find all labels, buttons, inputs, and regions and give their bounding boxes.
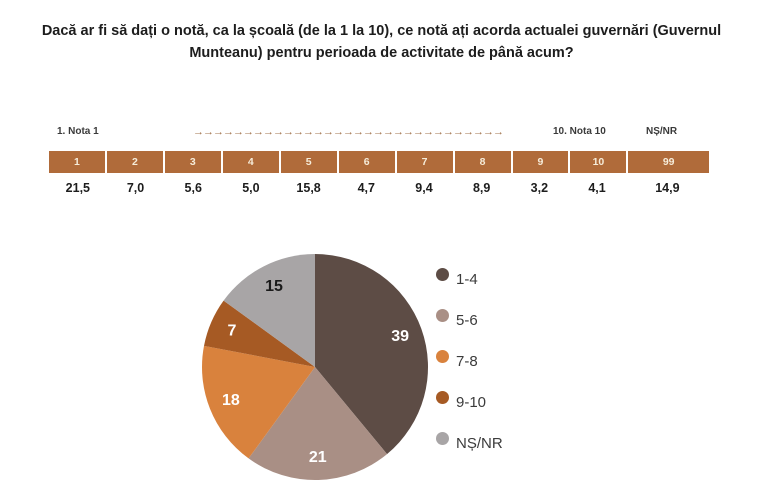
pie-slice-5-6 bbox=[248, 367, 388, 481]
scale-left-label: 1. Nota 1 bbox=[57, 126, 99, 137]
scale-arrows-icon: →→→→→→→→→→→→→→→→→→→→→→→→→→→→→→→ bbox=[193, 126, 504, 138]
pie-value-label-NȘ/NR: 15 bbox=[265, 278, 283, 295]
legend-dot-icon bbox=[436, 350, 449, 363]
legend-label: 9-10 bbox=[456, 394, 487, 411]
score-value-cell-7: 9,4 bbox=[415, 181, 433, 195]
score-value-cell-2: 7,0 bbox=[126, 181, 145, 195]
score-header-cell-99: 99 bbox=[628, 151, 709, 173]
score-value-cell-1: 21,5 bbox=[65, 181, 91, 195]
score-header-cell-4: 4 bbox=[222, 151, 281, 173]
scale-nsnr-label: NȘ/NR bbox=[646, 126, 678, 137]
score-header-cell-9: 9 bbox=[512, 151, 571, 173]
score-header-cell-3: 3 bbox=[164, 151, 223, 173]
scale-right-label: 10. Nota 10 bbox=[553, 126, 606, 137]
pie-value-label-7-8: 18 bbox=[222, 392, 240, 409]
legend-item-NȘ/NR: NȘ/NR bbox=[436, 432, 503, 451]
legend-dot-icon bbox=[436, 391, 449, 404]
pie-legend: 1-4 5-6 7-8 9-10 NȘ/NR bbox=[436, 268, 503, 473]
legend-label: 7-8 bbox=[456, 353, 478, 370]
question-title: Dacă ar fi să dați o notă, ca la școală … bbox=[41, 23, 722, 62]
score-value-cell-99: 14,9 bbox=[655, 181, 680, 195]
legend-item-5-6: 5-6 bbox=[436, 309, 503, 328]
pie-slice-NȘ/NR bbox=[223, 254, 315, 367]
legend-label: 1-4 bbox=[456, 271, 478, 288]
pie-slice-1-4 bbox=[315, 254, 429, 455]
pie-value-label-9-10: 7 bbox=[228, 323, 237, 340]
score-table: 1 2 3 4 5 6 7 8 9 10 99 21,5 7,0 5,6 5,0 15,8 4,7 9,4 8,9… bbox=[49, 151, 709, 200]
score-value-cell-9: 3,2 bbox=[530, 181, 549, 195]
score-header-cell-8: 8 bbox=[454, 151, 513, 173]
score-header-cell-5: 5 bbox=[280, 151, 339, 173]
score-value-cell-5: 15,8 bbox=[296, 181, 321, 195]
score-value-cell-6: 4,7 bbox=[357, 181, 375, 195]
legend-dot-icon bbox=[436, 432, 449, 445]
score-header-cell-10: 10 bbox=[570, 151, 629, 173]
score-header-cell-7: 7 bbox=[396, 151, 455, 173]
pie-slice-7-8 bbox=[201, 345, 315, 459]
score-header-cell-1: 1 bbox=[49, 151, 107, 173]
score-header-cell-2: 2 bbox=[106, 151, 165, 173]
score-value-cell-8: 8,9 bbox=[472, 181, 491, 195]
pie-chart: 39 21 18 7 15 bbox=[201, 254, 429, 481]
score-header-cell-6: 6 bbox=[338, 151, 397, 173]
legend-item-7-8: 7-8 bbox=[436, 350, 503, 369]
score-table-values-row: 21,5 7,0 5,6 5,0 15,8 4,7 9,4 8,9 3,2 4,1 14,9 bbox=[49, 176, 709, 200]
score-value-cell-10: 4,1 bbox=[588, 181, 606, 195]
legend-label: 5-6 bbox=[456, 312, 478, 329]
pie-slice-9-10 bbox=[204, 300, 315, 367]
pie-value-label-5-6: 21 bbox=[309, 449, 327, 466]
legend-dot-icon bbox=[436, 268, 449, 281]
score-table-header-row: 1 2 3 4 5 6 7 8 9 10 99 bbox=[49, 151, 709, 173]
legend-item-9-10: 9-10 bbox=[436, 391, 503, 410]
score-value-cell-4: 5,0 bbox=[242, 181, 260, 195]
pie-value-label-1-4: 39 bbox=[391, 328, 409, 345]
legend-label: NȘ/NR bbox=[456, 435, 503, 452]
legend-item-1-4: 1-4 bbox=[436, 268, 503, 287]
score-value-cell-3: 5,6 bbox=[184, 181, 202, 195]
legend-dot-icon bbox=[436, 309, 449, 322]
